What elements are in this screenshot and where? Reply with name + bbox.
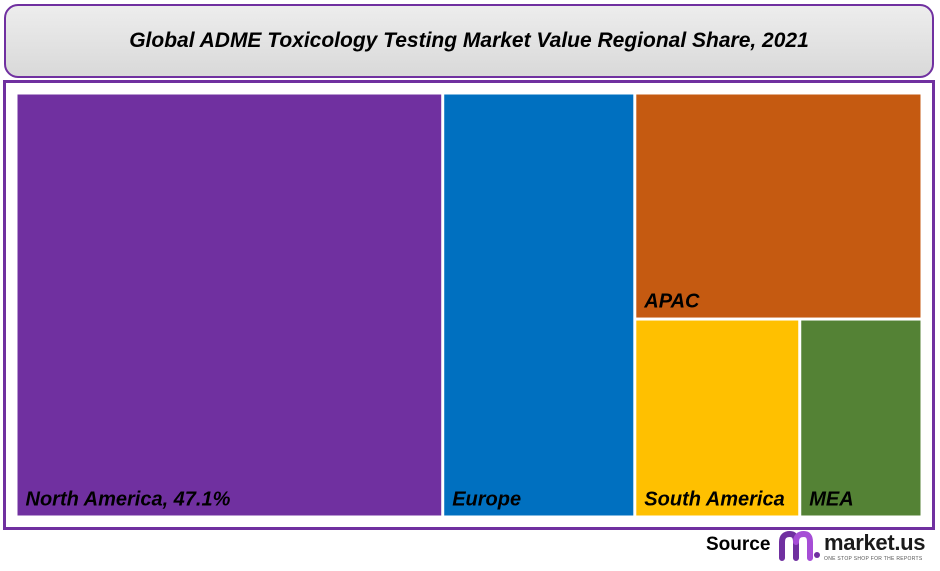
market-us-logo-icon [779,530,820,561]
treemap-chart: North America, 47.1% Europe APAC South Amer… [17,94,921,516]
logo-name: market.us [824,530,926,555]
treemap-tile-apac [636,94,921,318]
treemap-tile-south-america [636,320,799,516]
treemap-label-south-america: South America [644,489,784,511]
source-label: Source [706,534,771,555]
treemap-tile-north-america [17,94,442,516]
treemap-frame: North America, 47.1% Europe APAC South Amer… [3,80,935,530]
chart-title: Global ADME Toxicology Testing Market Va… [129,29,809,52]
treemap-tile-mea [801,320,921,516]
logo-tagline: ONE STOP SHOP FOR THE REPORTS [824,556,923,562]
market-us-logo: market.us ONE STOP SHOP FOR THE REPORTS [778,528,938,566]
treemap-label-europe: Europe [452,489,521,511]
treemap-label-apac: APAC [643,291,700,313]
treemap-label-mea: MEA [809,489,853,511]
treemap-label-north-america: North America, 47.1% [26,489,231,511]
treemap-tile-europe [444,94,634,516]
chart-title-box: Global ADME Toxicology Testing Market Va… [4,4,934,78]
